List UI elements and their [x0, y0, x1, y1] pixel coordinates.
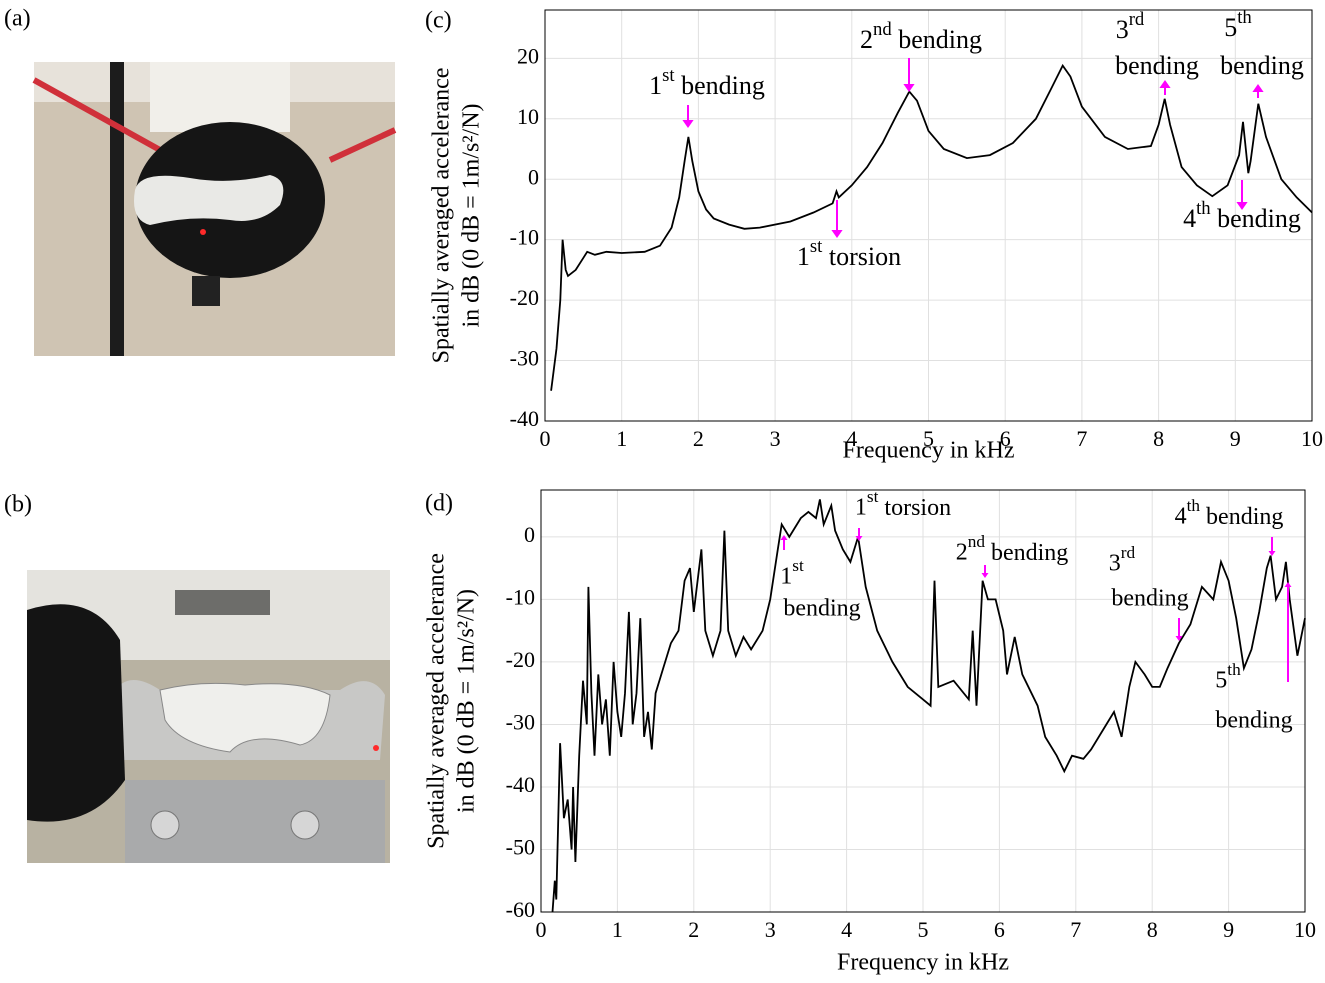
x-tick-label: 9 — [1230, 426, 1241, 451]
y-tick-label: -40 — [506, 772, 535, 797]
annotation-text: 1st bending — [649, 65, 765, 100]
x-tick-label: 3 — [770, 426, 781, 451]
annotation-text: 5th — [1224, 7, 1252, 42]
y-axis-label: Spatially averaged accelerance — [424, 553, 450, 849]
panel-label: (a) — [4, 6, 31, 32]
photo-b — [27, 570, 390, 863]
y-tick-label: -40 — [510, 406, 539, 431]
x-axis-label: Frequency in kHz — [837, 950, 1009, 976]
annotation-text: 1st torsion — [797, 236, 901, 271]
y-tick-label: 10 — [517, 104, 539, 129]
annotation-text: bending — [1115, 51, 1199, 80]
panel-label: (d) — [425, 491, 453, 517]
annotation-text: 1st — [780, 556, 804, 590]
arrow-head — [682, 120, 694, 128]
annotation-text: bending — [783, 596, 860, 622]
x-tick-label: 0 — [536, 917, 547, 942]
x-tick-label: 7 — [1070, 917, 1081, 942]
arrow-head — [780, 535, 788, 540]
arrow-head — [855, 536, 863, 541]
y-axis-label: in dB (0 dB = 1m/s²/N) — [459, 103, 485, 327]
y-tick-label: -20 — [510, 285, 539, 310]
y-tick-label: -30 — [510, 346, 539, 371]
x-tick-label: 7 — [1076, 426, 1087, 451]
y-axis-label: in dB (0 dB = 1m/s²/N) — [454, 589, 480, 813]
x-tick-label: 6 — [994, 917, 1005, 942]
x-tick-label: 5 — [918, 917, 929, 942]
x-tick-label: 10 — [1301, 426, 1323, 451]
y-tick-label: -10 — [506, 584, 535, 609]
x-tick-label: 1 — [616, 426, 627, 451]
x-tick-label: 10 — [1294, 917, 1316, 942]
arrow-head — [903, 84, 915, 92]
x-tick-label: 8 — [1147, 917, 1158, 942]
y-tick-label: 20 — [517, 43, 539, 68]
x-tick-label: 1 — [612, 917, 623, 942]
arrow-head — [1175, 636, 1183, 641]
data-line — [551, 499, 1306, 913]
annotation-text: 2nd bending — [860, 19, 982, 54]
panel-label: (c) — [425, 8, 452, 34]
x-tick-label: 8 — [1153, 426, 1164, 451]
arrow-head — [831, 230, 843, 238]
arrow-head — [1236, 202, 1248, 210]
y-tick-label: -60 — [506, 897, 535, 922]
arrow-head — [1284, 582, 1292, 587]
x-axis-label: Frequency in kHz — [843, 438, 1015, 464]
annotation-text: bending — [1111, 586, 1188, 612]
y-tick-label: -20 — [506, 647, 535, 672]
x-tick-label: 5 — [923, 426, 934, 451]
x-tick-label: 3 — [765, 917, 776, 942]
x-tick-label: 4 — [841, 917, 852, 942]
annotation-text: 3rd — [1116, 9, 1145, 44]
x-tick-label: 0 — [540, 426, 551, 451]
x-tick-label: 2 — [688, 917, 699, 942]
y-axis-label: Spatially averaged accelerance — [429, 68, 455, 364]
annotation-text: 1st torsion — [855, 487, 951, 521]
y-tick-label: 0 — [528, 164, 539, 189]
arrow-head — [1252, 84, 1264, 92]
x-tick-label: 2 — [693, 426, 704, 451]
arrow-head — [1159, 80, 1171, 88]
data-line — [550, 63, 1313, 391]
annotation-text: bending — [1220, 51, 1304, 80]
arrow-head — [981, 573, 989, 578]
y-tick-label: -50 — [506, 835, 535, 860]
y-tick-label: -30 — [506, 709, 535, 734]
x-tick-label: 9 — [1223, 917, 1234, 942]
x-tick-label: 6 — [1000, 426, 1011, 451]
x-tick-label: 4 — [846, 426, 857, 451]
photo-a — [32, 62, 397, 356]
y-tick-label: 0 — [524, 522, 535, 547]
plot-frame — [540, 489, 1306, 913]
y-tick-label: -10 — [510, 225, 539, 250]
annotation-text: bending — [1215, 708, 1292, 734]
panel-label: (b) — [4, 492, 32, 518]
arrow-head — [1268, 551, 1276, 556]
annotation-text: 3rd — [1109, 543, 1136, 577]
plot-frame — [544, 9, 1313, 422]
